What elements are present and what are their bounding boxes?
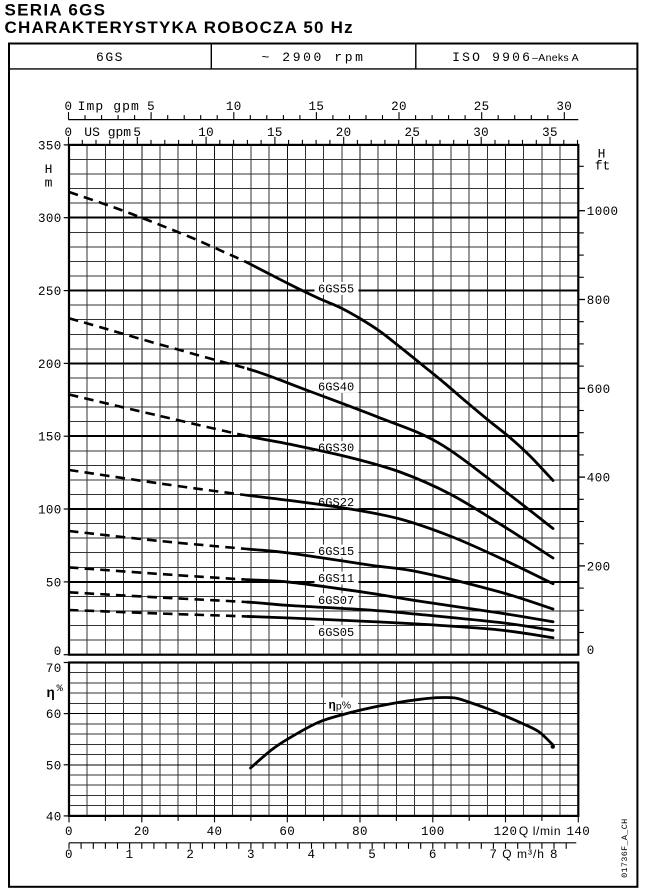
- svg-text:35: 35: [542, 126, 558, 140]
- svg-text:SERIA 6GS: SERIA 6GS: [5, 0, 107, 19]
- svg-text:15: 15: [267, 126, 283, 140]
- svg-text:Imp gpm: Imp gpm: [78, 99, 140, 114]
- svg-text:0: 0: [65, 126, 73, 140]
- svg-text:30: 30: [473, 126, 489, 140]
- svg-text:80: 80: [352, 825, 368, 839]
- svg-text:4: 4: [308, 848, 316, 862]
- svg-text:1000: 1000: [587, 205, 619, 219]
- svg-text:~ 2900 rpm: ~ 2900 rpm: [261, 50, 365, 65]
- svg-text:01736F_A_CH: 01736F_A_CH: [620, 818, 630, 877]
- svg-text:100: 100: [38, 504, 62, 518]
- svg-text:η: η: [47, 685, 55, 700]
- svg-text:200: 200: [38, 358, 62, 372]
- svg-text:6GS05: 6GS05: [318, 626, 354, 640]
- svg-text:0: 0: [65, 825, 73, 839]
- svg-text:6GS55: 6GS55: [318, 283, 354, 297]
- svg-text:6GS07: 6GS07: [318, 594, 354, 608]
- svg-text:20: 20: [336, 126, 352, 140]
- svg-text:6GS: 6GS: [96, 50, 124, 65]
- svg-text:100: 100: [421, 825, 445, 839]
- svg-text:1: 1: [126, 848, 134, 862]
- svg-text:250: 250: [38, 285, 62, 299]
- svg-text:800: 800: [587, 294, 611, 308]
- svg-text:Q m³/h: Q m³/h: [502, 847, 545, 861]
- svg-text:300: 300: [38, 212, 62, 226]
- svg-text:400: 400: [587, 472, 611, 486]
- svg-text:6GS40: 6GS40: [318, 381, 354, 395]
- svg-text:10: 10: [198, 126, 214, 140]
- svg-text:US gpm: US gpm: [84, 125, 131, 140]
- svg-text:10: 10: [226, 100, 242, 114]
- svg-text:CHARAKTERYSTYKA ROBOCZA 50 Hz: CHARAKTERYSTYKA ROBOCZA 50 Hz: [5, 18, 354, 37]
- svg-text:0: 0: [587, 644, 595, 658]
- svg-text:50: 50: [46, 759, 62, 773]
- svg-text:6GS15: 6GS15: [318, 545, 354, 559]
- svg-text:50: 50: [46, 576, 62, 590]
- svg-text:120: 120: [494, 825, 518, 839]
- svg-text:5: 5: [133, 126, 141, 140]
- svg-text:20: 20: [134, 825, 150, 839]
- svg-text:7: 7: [489, 848, 497, 862]
- svg-text:5: 5: [147, 100, 155, 114]
- svg-text:15: 15: [308, 100, 324, 114]
- svg-text:25: 25: [474, 100, 490, 114]
- svg-text:25: 25: [404, 126, 420, 140]
- svg-text:600: 600: [587, 383, 611, 397]
- svg-text:40: 40: [46, 810, 62, 824]
- svg-text:20: 20: [391, 100, 407, 114]
- svg-text:200: 200: [587, 560, 611, 574]
- svg-text:0: 0: [65, 848, 73, 862]
- svg-text:ft: ft: [595, 158, 611, 173]
- svg-text:H: H: [598, 147, 606, 162]
- svg-text:ISO 9906–Aneks A: ISO 9906–Aneks A: [452, 50, 579, 65]
- svg-text:3: 3: [247, 848, 255, 862]
- svg-text:70: 70: [46, 662, 62, 676]
- svg-text:6: 6: [429, 848, 437, 862]
- svg-text:40: 40: [207, 825, 223, 839]
- svg-text:140: 140: [566, 825, 590, 839]
- svg-text:60: 60: [279, 825, 295, 839]
- svg-text:150: 150: [38, 431, 62, 445]
- svg-text:60: 60: [46, 708, 62, 722]
- svg-text:30: 30: [556, 100, 572, 114]
- svg-text:ηp%: ηp%: [329, 698, 352, 713]
- svg-text:350: 350: [38, 139, 62, 153]
- svg-text:6GS11: 6GS11: [318, 572, 354, 586]
- svg-text:m: m: [45, 175, 53, 190]
- svg-text:8: 8: [550, 848, 558, 862]
- svg-text:H: H: [45, 162, 53, 177]
- svg-text:Q l/min: Q l/min: [519, 824, 561, 838]
- svg-text:0: 0: [65, 100, 73, 114]
- svg-text:2: 2: [186, 848, 194, 862]
- svg-text:5: 5: [368, 848, 376, 862]
- svg-text:0: 0: [54, 645, 62, 659]
- svg-text:%: %: [57, 683, 64, 695]
